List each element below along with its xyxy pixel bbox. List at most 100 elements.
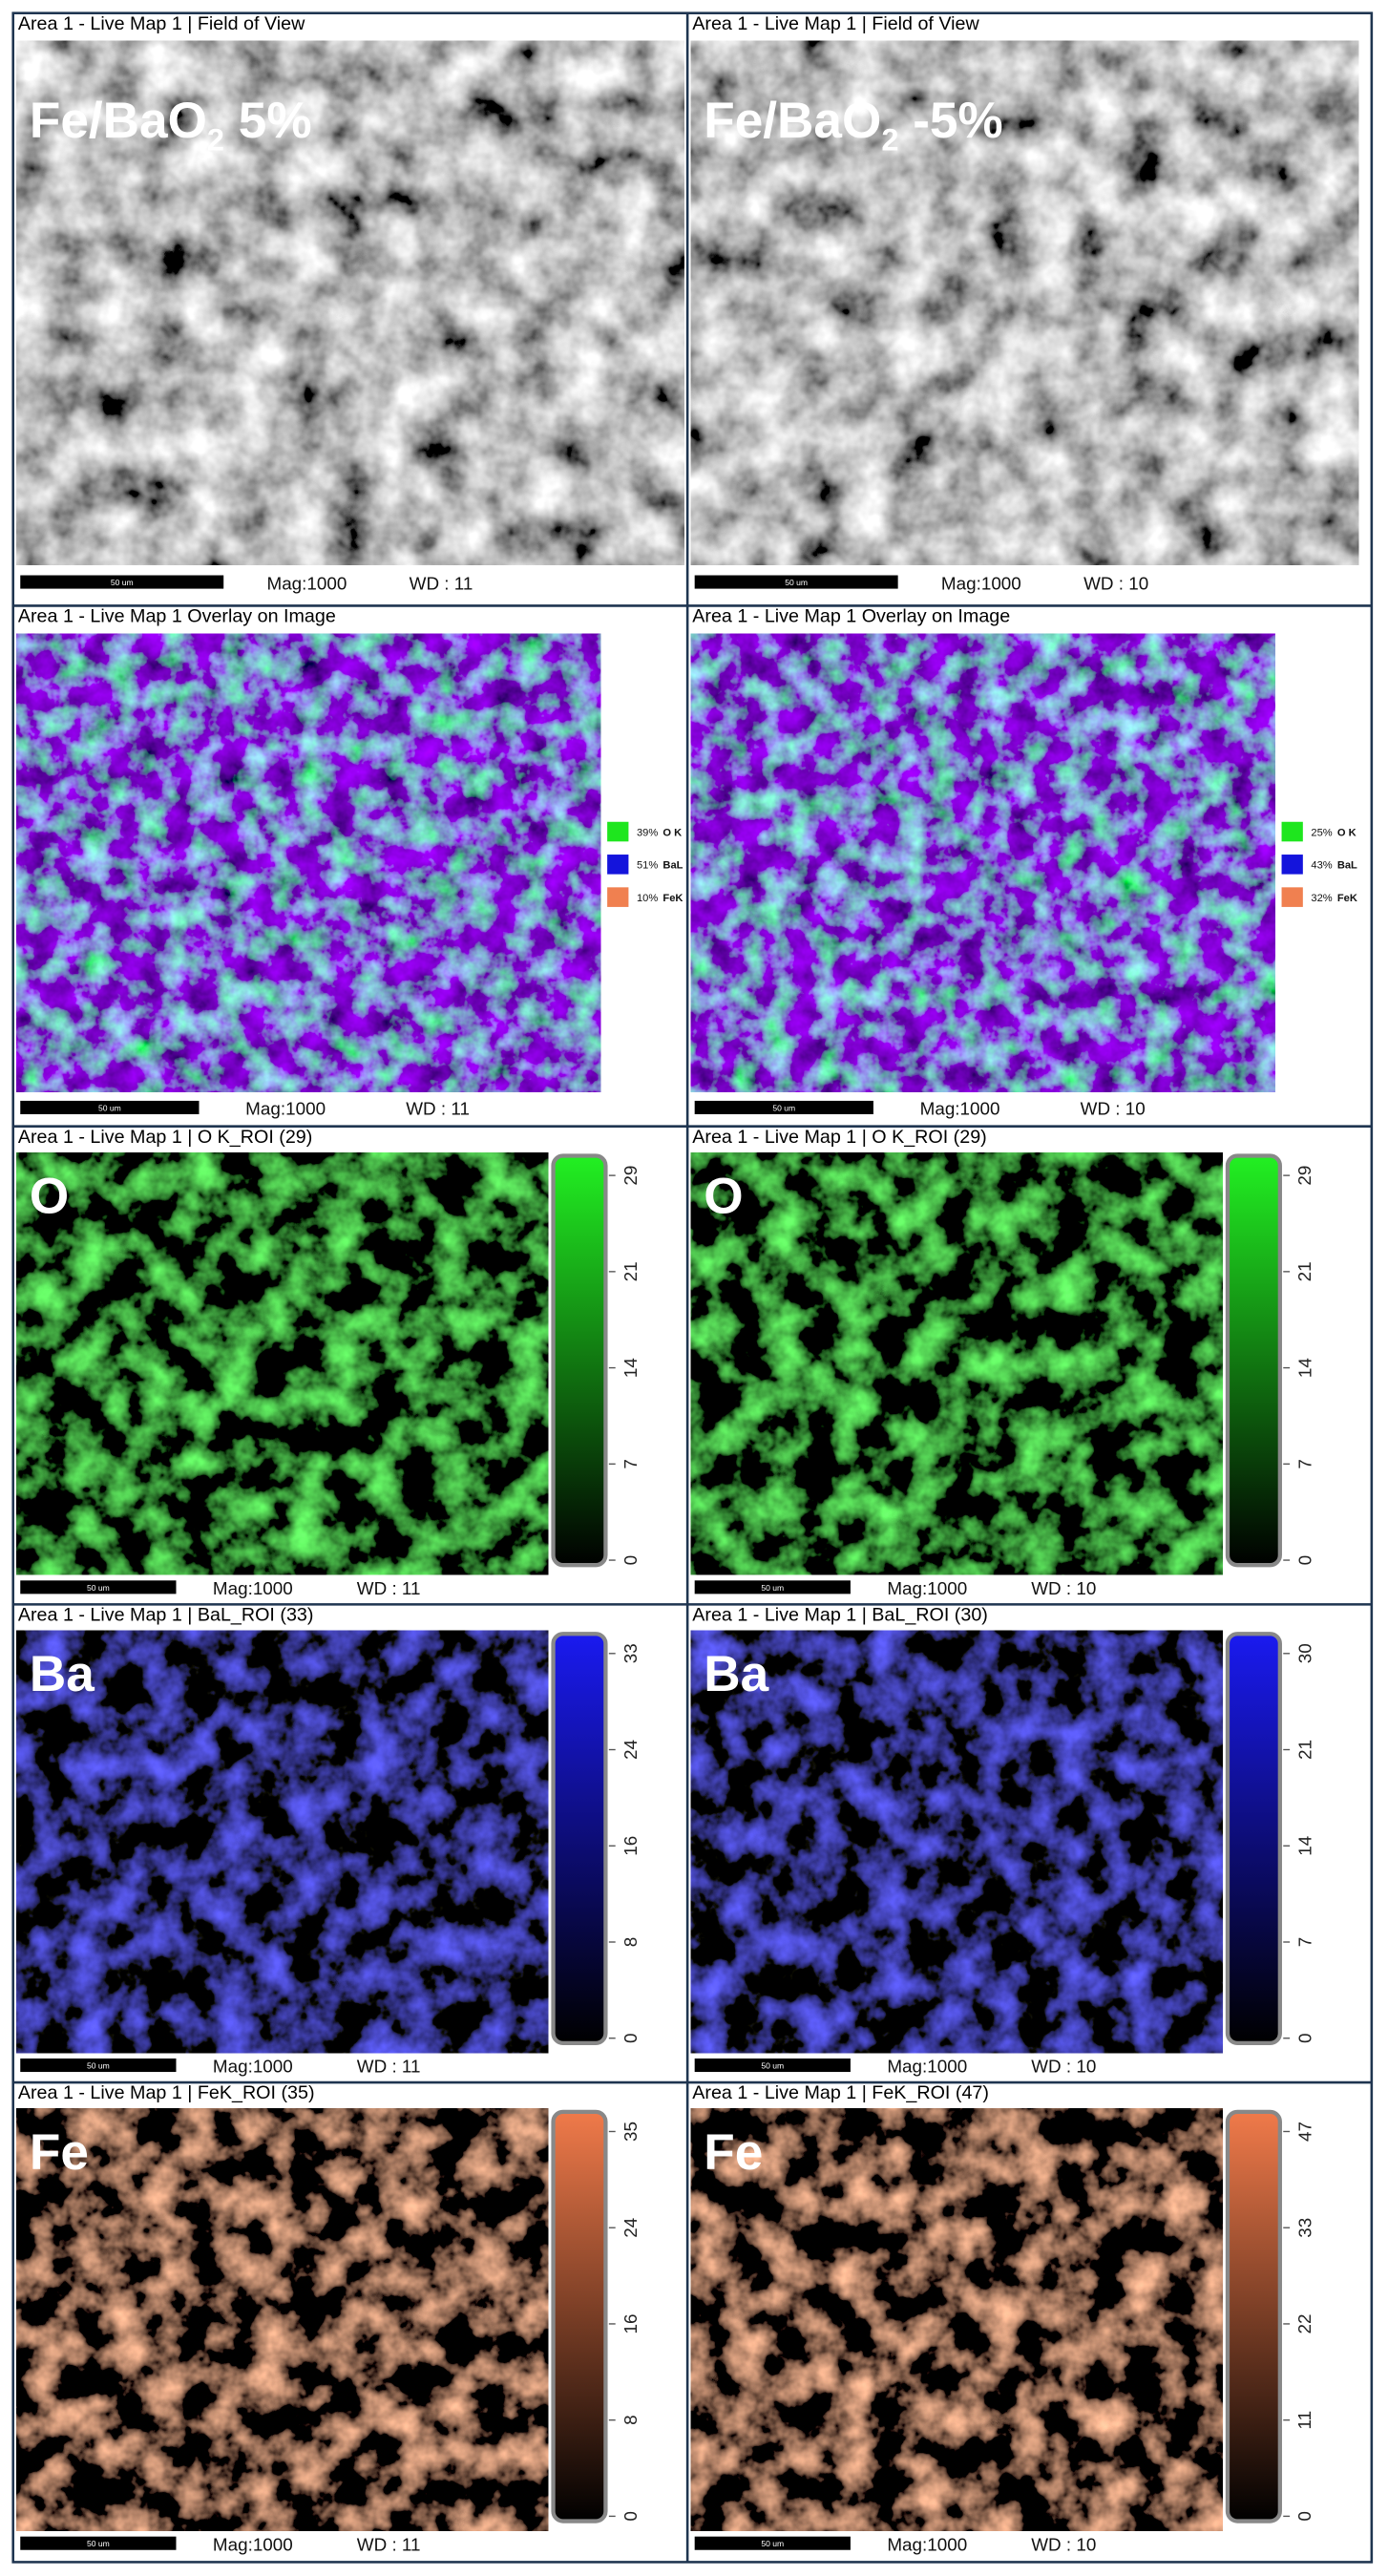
working-distance: WD : 11 — [410, 573, 473, 593]
magnification: Mag:1000 — [941, 573, 1021, 593]
colorbar — [1225, 2109, 1282, 2523]
legend-swatch — [607, 821, 629, 842]
magnification: Mag:1000 — [920, 1099, 1000, 1119]
magnification: Mag:1000 — [887, 1578, 967, 1598]
scale-bar-label: 50 um — [772, 1103, 795, 1112]
sample-label: Fe/BaO2 -5% — [704, 93, 1002, 158]
working-distance: WD : 10 — [1083, 573, 1148, 593]
scale-bar-label: 50 um — [761, 2060, 784, 2070]
legend-element: FeK — [662, 893, 683, 904]
legend-value: 51% — [637, 860, 658, 872]
panel-header: Area 1 - Live Map 1 | Field of View — [18, 13, 305, 34]
scale-bar — [693, 2535, 852, 2552]
legend-swatch — [1281, 821, 1303, 842]
scale-bar-label: 50 um — [98, 1103, 121, 1112]
colorbar-tick-label: 0 — [1294, 1555, 1314, 1566]
colorbar-tick-label: 0 — [620, 2033, 641, 2043]
magnification: Mag:1000 — [887, 2534, 967, 2554]
element-label: O — [704, 1169, 743, 1225]
scale-bar-label: 50 um — [761, 1583, 784, 1593]
scale-bar — [18, 1099, 200, 1116]
working-distance: WD : 11 — [357, 2534, 421, 2554]
legend-element: O K — [662, 827, 682, 838]
colorbar-tick-label: 14 — [1294, 1836, 1314, 1856]
magnification: Mag:1000 — [245, 1099, 326, 1119]
legend-value: 39% — [637, 827, 658, 838]
colorbar-tick-label: 8 — [620, 1937, 641, 1948]
colorbar-tick-label: 16 — [620, 1836, 641, 1856]
label-tail: 5% — [224, 93, 312, 149]
legend-value: 25% — [1311, 827, 1332, 838]
panel-header: Area 1 - Live Map 1 Overlay on Image — [18, 606, 336, 627]
scale-bar — [693, 574, 900, 590]
panel-header: Area 1 - Live Map 1 | FeK_ROI (35) — [18, 2082, 315, 2103]
colorbar-tick-label: 0 — [1294, 2511, 1314, 2522]
colorbar-tick-label: 33 — [1294, 2218, 1314, 2238]
working-distance: WD : 11 — [357, 1578, 421, 1598]
label-main: Fe/BaO — [704, 93, 881, 149]
magnification: Mag:1000 — [213, 1578, 293, 1598]
working-distance: WD : 10 — [1031, 1578, 1096, 1598]
magnification: Mag:1000 — [213, 2057, 293, 2077]
element-label: Fe — [30, 2124, 89, 2181]
element-map — [16, 2108, 549, 2531]
colorbar-tick-label: 8 — [620, 2415, 641, 2425]
legend-swatch — [1281, 887, 1303, 907]
legend-swatch — [607, 855, 629, 875]
colorbar-tick-label: 0 — [620, 1555, 641, 1566]
sem-image — [690, 40, 1359, 565]
colorbar-tick-label: 21 — [1294, 1261, 1314, 1281]
panel-header: Area 1 - Live Map 1 | FeK_ROI (47) — [692, 2082, 989, 2103]
legend-value: 43% — [1311, 860, 1332, 872]
element-label: O — [30, 1169, 69, 1225]
working-distance: WD : 11 — [406, 1099, 470, 1119]
colorbar-tick-label: 29 — [620, 1166, 641, 1186]
legend-swatch — [607, 887, 629, 907]
colorbar-tick-label: 47 — [1294, 2122, 1314, 2142]
scale-bar — [18, 1578, 178, 1595]
colorbar-tick-label: 7 — [1294, 1937, 1314, 1948]
label-subscript: 2 — [207, 123, 224, 158]
sample-label: Fe/BaO2 5% — [30, 93, 312, 158]
element-map — [16, 1630, 549, 2054]
element-label: Fe — [704, 2124, 763, 2181]
magnification: Mag:1000 — [213, 2534, 293, 2554]
working-distance: WD : 11 — [357, 2057, 421, 2077]
scale-bar-label: 50 um — [111, 578, 134, 587]
legend-value: 32% — [1311, 893, 1332, 904]
label-main: Fe/BaO — [30, 93, 207, 149]
scale-bar — [693, 1578, 852, 1595]
colorbar — [1225, 1153, 1282, 1568]
scale-bar-label: 50 um — [761, 2539, 784, 2548]
legend-element: O K — [1337, 827, 1356, 838]
element-label: Ba — [30, 1646, 95, 1702]
overlay-image — [690, 633, 1275, 1092]
magnification: Mag:1000 — [266, 573, 347, 593]
panel-header: Area 1 - Live Map 1 | BaL_ROI (33) — [18, 1605, 314, 1626]
scale-bar — [693, 1099, 875, 1116]
colorbar-tick-label: 35 — [620, 2122, 641, 2142]
colorbar-tick-label: 14 — [1294, 1358, 1314, 1378]
figure-border — [11, 11, 1374, 2564]
colorbar — [551, 2109, 608, 2523]
colorbar-tick-label: 0 — [1294, 2033, 1314, 2043]
colorbar — [551, 1153, 608, 1568]
scale-bar — [18, 2535, 178, 2552]
label-tail: -5% — [898, 93, 1002, 149]
legend-element: BaL — [662, 860, 683, 872]
magnification: Mag:1000 — [887, 2057, 967, 2077]
colorbar-tick-label: 16 — [620, 2313, 641, 2333]
working-distance: WD : 10 — [1081, 1099, 1146, 1119]
scale-bar-label: 50 um — [785, 578, 808, 587]
colorbar-tick-label: 7 — [620, 1459, 641, 1469]
colorbar-tick-label: 22 — [1294, 2313, 1314, 2333]
legend-element: BaL — [1337, 860, 1357, 872]
colorbar-tick-label: 11 — [1294, 2411, 1314, 2430]
colorbar-tick-label: 0 — [620, 2511, 641, 2522]
panel-header: Area 1 - Live Map 1 | Field of View — [692, 13, 979, 34]
working-distance: WD : 10 — [1031, 2057, 1096, 2077]
colorbar-tick-label: 24 — [620, 2218, 641, 2238]
colorbar-tick-label: 21 — [620, 1261, 641, 1281]
element-map — [16, 1152, 549, 1575]
